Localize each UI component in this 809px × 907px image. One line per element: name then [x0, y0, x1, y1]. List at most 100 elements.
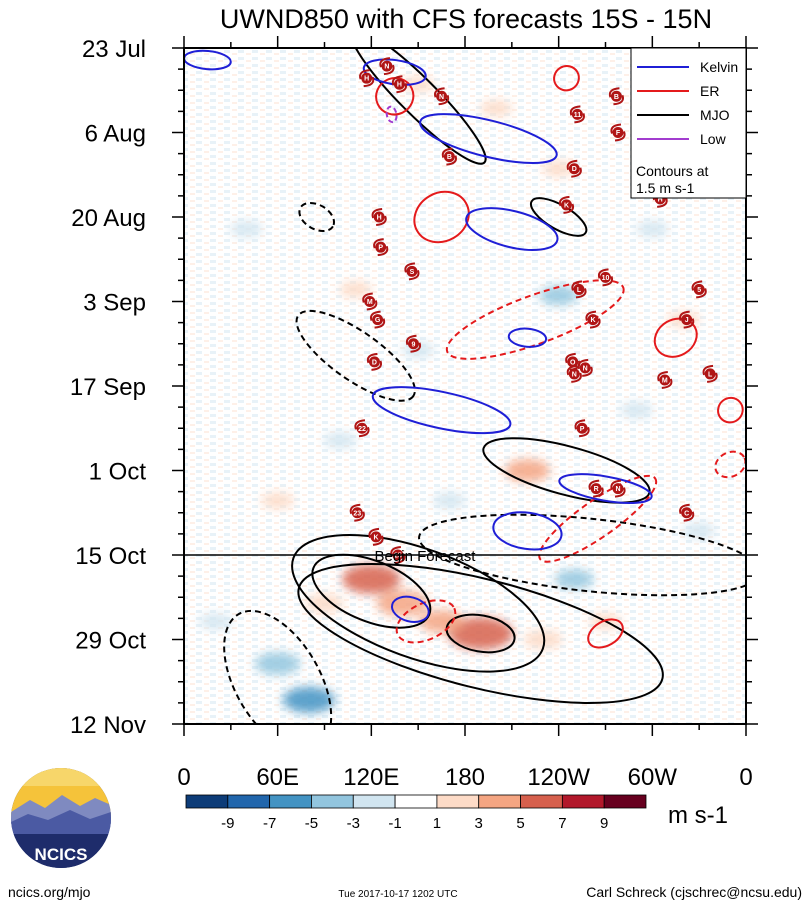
storm-marker-label: F: [616, 130, 621, 137]
storm-marker-label: H: [397, 82, 402, 89]
cyclone-icon: [610, 123, 626, 142]
y-tick-label: 15 Oct: [75, 543, 146, 570]
storm-marker-label: 22: [358, 426, 366, 433]
cyclone-icon: [558, 195, 575, 214]
storm-marker-dot: [681, 314, 693, 326]
cyclone-icon: [585, 310, 601, 329]
colorbar-bin: [185, 794, 229, 809]
y-tick-label: 23 Jul: [82, 36, 146, 63]
storm-marker-dot: [356, 422, 368, 434]
storm-marker-label: P: [580, 426, 585, 433]
storm-marker-label: H: [658, 196, 663, 203]
storm-marker-dot: [375, 241, 387, 253]
colorbar-bin: [394, 794, 438, 809]
kelvin-contour: [507, 327, 548, 348]
cyclone-icon: [566, 159, 582, 178]
wind-anomaly-blob: [504, 459, 551, 482]
er-contour: [653, 317, 698, 358]
cyclone-icon: [691, 280, 707, 299]
storm-marker-label: H: [377, 215, 382, 222]
wind-anomaly-blob: [479, 100, 513, 117]
colorbar-label: -7: [263, 815, 276, 832]
forecast-start-label: Begin Forecast: [375, 548, 477, 565]
storm-marker: B: [441, 147, 457, 166]
footer-author: Carl Schreck (cjschrec@ncsu.edu): [586, 884, 802, 900]
storm-marker-dot: [406, 265, 418, 277]
storm-marker: K: [558, 195, 575, 214]
colorbar-bin: [603, 794, 647, 809]
storm-marker: N: [434, 87, 450, 106]
storm-marker-dot: [600, 271, 611, 283]
storm-marker: 9: [405, 334, 422, 353]
storm-marker-label: B: [614, 94, 619, 101]
er-contour: [717, 396, 744, 424]
cyclone-icon: [679, 310, 695, 329]
storm-marker-label: M: [367, 299, 373, 306]
storm-marker-label: N: [439, 94, 444, 101]
storm-marker-dot: [568, 368, 580, 380]
storm-marker-dot: [704, 368, 716, 380]
cyclone-icon: [702, 364, 718, 383]
storm-marker: 5: [691, 280, 707, 299]
storm-marker-label: K: [590, 317, 595, 324]
storm-marker: K: [368, 527, 384, 546]
colorbar-label: 9: [600, 815, 608, 832]
storm-marker-dot: [393, 78, 405, 90]
kelvin-contour: [371, 386, 512, 435]
storm-marker: D: [366, 352, 383, 371]
storm-marker: S: [404, 262, 420, 281]
colorbar-label: -3: [347, 815, 360, 832]
cyclone-icon: [405, 334, 422, 353]
wind-anomaly-blob: [304, 593, 345, 614]
storm-marker-dot: [368, 356, 380, 368]
x-tick-label: 180: [445, 764, 485, 791]
cyclone-icon: [434, 87, 450, 106]
wind-anomaly-blob: [542, 160, 576, 177]
cyclone-icon: [354, 419, 370, 438]
ncics-logo: NCICS: [11, 768, 111, 868]
storm-marker: M: [362, 292, 378, 311]
storm-marker-label: N: [384, 64, 389, 71]
legend: Kelvin ER MJO Low Contours at 1.5 m s-1: [630, 47, 747, 199]
x-axis: 0 60E 120E 180 120W 60W 0: [177, 36, 753, 791]
storm-marker: L: [571, 280, 587, 299]
y-tick-label: 20 Aug: [71, 205, 146, 232]
storm-marker: M: [657, 370, 673, 389]
cyclone-icon: [679, 503, 695, 522]
storm-marker-dot: [436, 90, 448, 102]
storm-marker-dot: [693, 283, 705, 295]
y-tick-label: 12 Nov: [70, 712, 146, 739]
er-contour: [714, 450, 746, 479]
cyclone-icon: [359, 69, 375, 88]
kelvin-contour: [465, 207, 559, 251]
colorbar-bin: [520, 794, 563, 809]
legend-label: ER: [700, 83, 719, 99]
storm-marker-label: D: [572, 166, 577, 173]
y-tick-label: 29 Oct: [75, 628, 146, 655]
storm-marker: F: [610, 123, 626, 142]
storm-marker-dot: [381, 60, 393, 72]
storm-marker-label: N: [583, 365, 588, 372]
storm-marker-label: K: [373, 534, 378, 541]
storm-marker-label: 9: [412, 341, 416, 348]
wind-anomaly-blob: [376, 590, 429, 617]
storm-marker: 10: [597, 268, 614, 287]
kelvin-contour: [419, 113, 558, 164]
wind-anomaly-blob: [554, 569, 594, 589]
mjo-contour: [223, 609, 333, 724]
mjo-contour: [291, 533, 546, 673]
wind-anomaly-blob: [523, 629, 563, 650]
cyclone-icon: [368, 527, 384, 546]
chart-title: UWND850 with CFS forecasts 15S - 15N: [220, 4, 712, 34]
storm-marker-dot: [659, 374, 671, 386]
legend-note-line2: 1.5 m s-1: [636, 180, 695, 196]
colorbar-label: 5: [516, 815, 524, 832]
wind-anomaly-blob: [620, 401, 654, 419]
legend-note-line1: Contours at: [636, 163, 708, 179]
storm-marker-label: G: [375, 317, 381, 324]
storm-marker: P: [373, 238, 389, 257]
x-tick-label: 60E: [256, 764, 299, 791]
cyclone-icon: [608, 87, 624, 106]
storm-marker-label: B: [447, 154, 452, 161]
cyclone-icon: [366, 352, 383, 371]
